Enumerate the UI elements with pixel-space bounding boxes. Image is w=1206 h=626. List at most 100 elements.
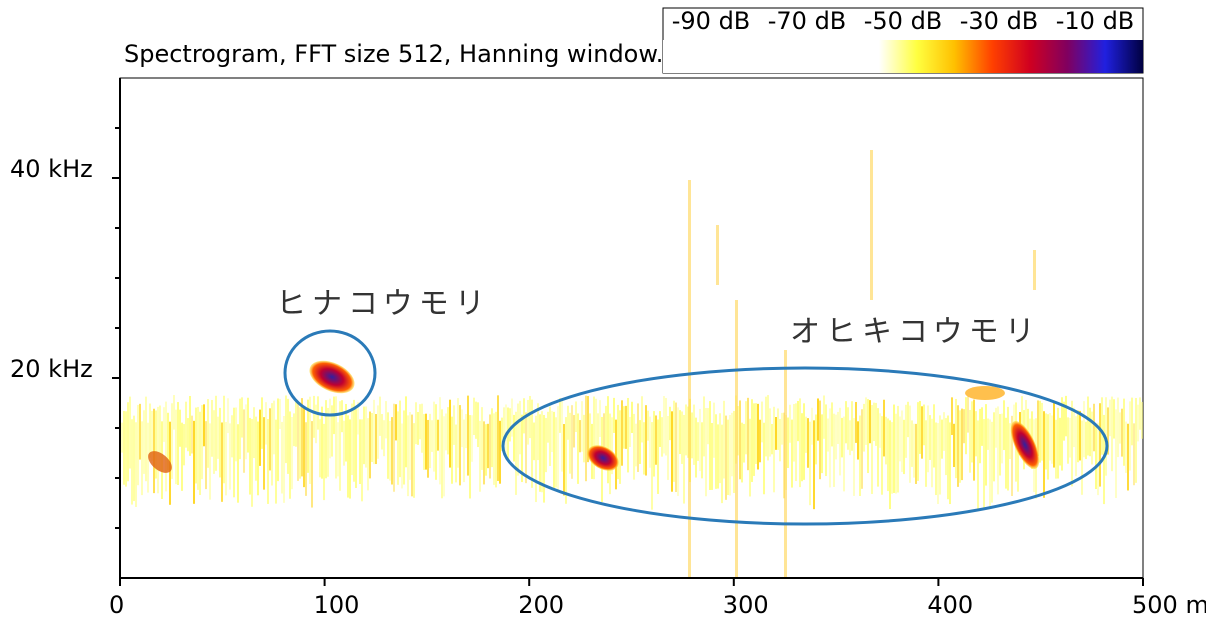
noise-column xyxy=(1113,399,1115,438)
noise-column xyxy=(133,416,135,501)
noise-column xyxy=(319,419,321,477)
noise-column xyxy=(267,419,269,504)
noise-column xyxy=(463,420,465,483)
x-tick-label: 200 xyxy=(518,591,564,619)
noise-column xyxy=(441,409,443,498)
noise-column xyxy=(567,406,569,440)
noise-column xyxy=(873,403,875,441)
noise-column xyxy=(177,402,179,485)
noise-column xyxy=(1093,404,1095,452)
noise-column xyxy=(831,402,833,446)
noise-column xyxy=(1075,416,1077,476)
noise-column xyxy=(993,412,995,481)
noise-column xyxy=(599,400,601,437)
noise-column xyxy=(945,418,947,475)
noise-column xyxy=(833,414,835,487)
noise-column xyxy=(561,401,563,472)
noise-column xyxy=(969,410,971,473)
noise-column xyxy=(259,410,261,466)
noise-column xyxy=(387,412,389,478)
noise-column xyxy=(407,415,409,496)
noise-column xyxy=(1037,400,1039,456)
noise-column xyxy=(513,415,515,462)
noise-column xyxy=(271,403,273,485)
noise-column xyxy=(753,403,755,476)
noise-column xyxy=(451,417,453,484)
noise-column xyxy=(413,423,415,498)
noise-column xyxy=(303,408,305,487)
noise-column xyxy=(755,403,757,464)
noise-column xyxy=(759,420,761,463)
noise-column xyxy=(907,402,909,437)
noise-column xyxy=(287,399,289,474)
noise-column xyxy=(137,405,139,485)
x-tick-label: 100 xyxy=(314,591,360,619)
noise-column xyxy=(817,398,819,440)
noise-column xyxy=(377,405,379,458)
noise-column xyxy=(825,404,827,476)
noise-column xyxy=(697,422,699,461)
noise-column xyxy=(733,411,735,493)
noise-column xyxy=(199,412,201,495)
noise-column xyxy=(211,400,213,457)
noise-column xyxy=(745,401,747,454)
noise-column xyxy=(903,420,905,474)
noise-column xyxy=(995,408,997,448)
noise-column xyxy=(323,424,325,500)
noise-column xyxy=(875,403,877,446)
noise-column xyxy=(453,405,455,445)
noise-column xyxy=(707,408,709,444)
noise-column xyxy=(389,421,391,481)
noise-column xyxy=(263,417,265,490)
noise-column xyxy=(1007,407,1009,491)
noise-column xyxy=(779,419,781,461)
noise-column xyxy=(275,420,277,504)
noise-column xyxy=(847,407,849,449)
noise-column xyxy=(443,416,445,496)
noise-column xyxy=(1055,420,1057,479)
noise-column xyxy=(209,423,211,499)
noise-column xyxy=(289,411,291,498)
noise-streak xyxy=(735,300,738,578)
noise-column xyxy=(551,411,553,452)
noise-column xyxy=(229,423,231,489)
noise-column xyxy=(157,407,159,493)
noise-column xyxy=(821,414,823,473)
noise-column xyxy=(629,417,631,447)
noise-column xyxy=(889,420,891,509)
noise-column xyxy=(245,404,247,459)
noise-column xyxy=(667,416,669,480)
noise-column xyxy=(251,419,253,507)
noise-column xyxy=(493,413,495,485)
noise-column xyxy=(363,407,365,465)
noise-column xyxy=(471,415,473,462)
noise-column xyxy=(1065,396,1067,436)
noise-column xyxy=(679,410,681,454)
noise-column xyxy=(767,395,769,460)
noise-column xyxy=(645,405,647,475)
noise-column xyxy=(557,406,559,490)
noise-column xyxy=(205,421,207,489)
noise-column xyxy=(979,409,981,463)
noise-column xyxy=(1109,400,1111,437)
noise-column xyxy=(299,407,301,478)
noise-streak xyxy=(1033,250,1036,290)
noise-column xyxy=(1061,397,1063,470)
noise-column xyxy=(555,417,557,487)
noise-column xyxy=(265,402,267,444)
noise-column xyxy=(183,424,185,465)
noise-column xyxy=(359,419,361,484)
noise-column xyxy=(165,402,167,492)
noise-column xyxy=(757,404,759,470)
noise-column xyxy=(335,396,337,478)
noise-column xyxy=(573,415,575,447)
noise-column xyxy=(861,409,863,489)
noise-column xyxy=(811,408,813,445)
noise-column xyxy=(815,415,817,465)
noise-column xyxy=(547,412,549,443)
noise-column xyxy=(899,417,901,462)
noise-column xyxy=(577,413,579,483)
noise-column xyxy=(1041,403,1043,461)
noise-column xyxy=(683,415,685,504)
noise-column xyxy=(221,422,223,501)
